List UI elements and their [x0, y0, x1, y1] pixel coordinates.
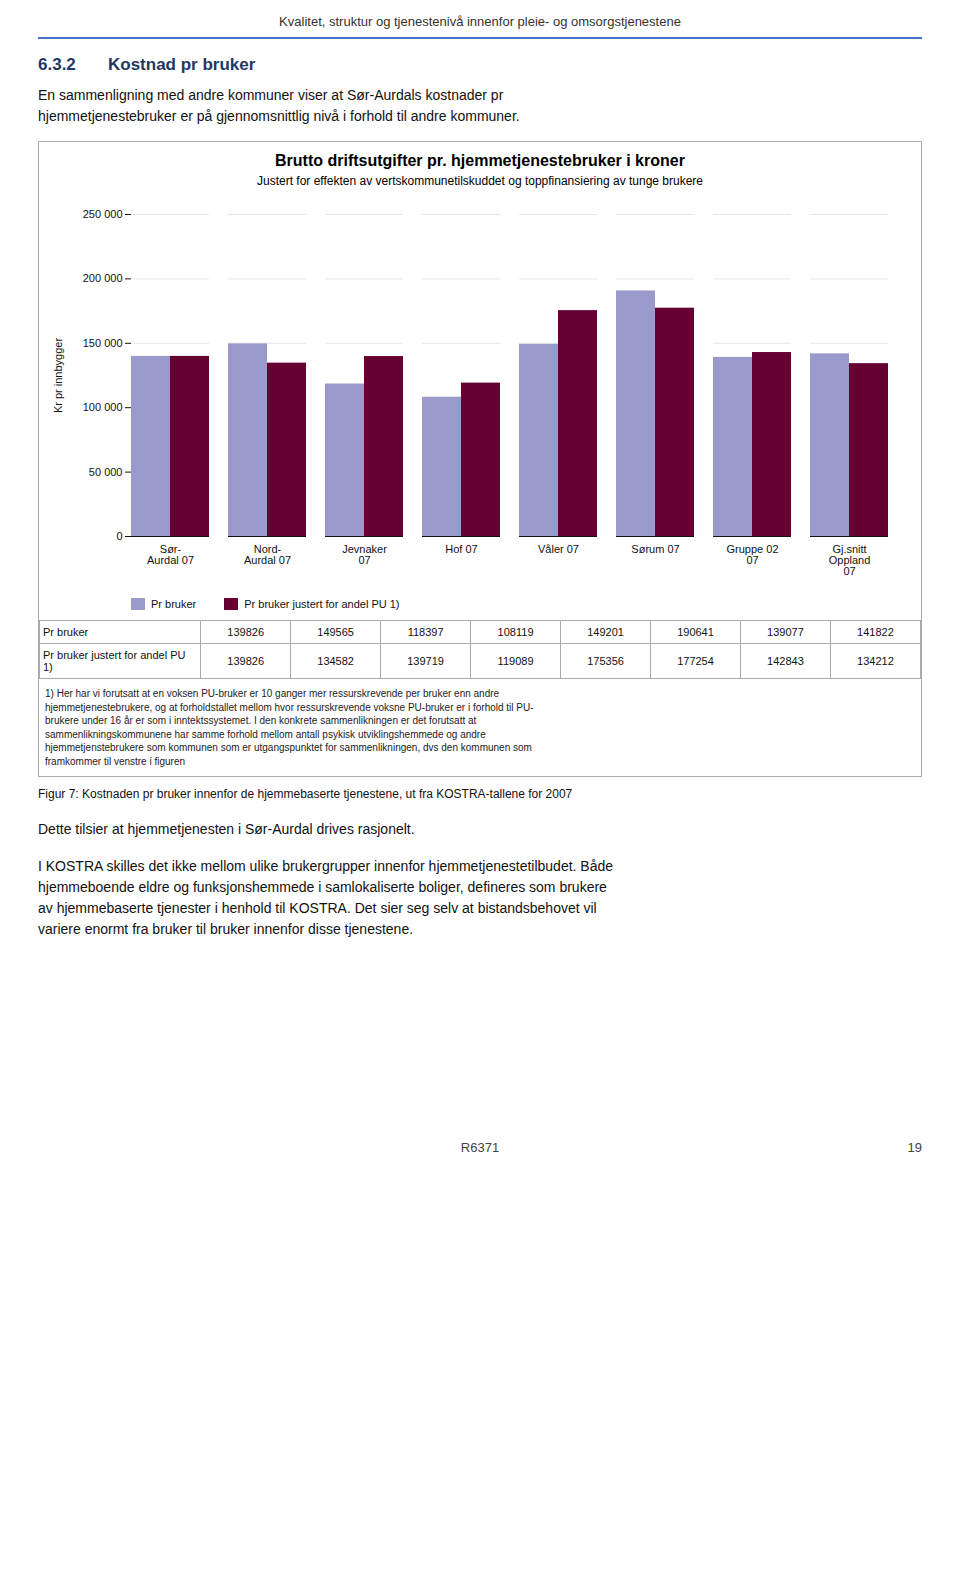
html-text:En sammenligning med andre kom: En sammenligning med andre kommuner vise…: [38, 87, 504, 103]
html-text:hjemmetjenestebrukere, og at f: hjemmetjenestebrukere, og at forholdstal…: [45, 701, 534, 713]
html-text:141822: 141822: [857, 626, 894, 638]
svg-text:Kr pr innbygger: Kr pr innbygger: [52, 338, 64, 414]
svg-text:150 000: 150 000: [83, 337, 123, 349]
html-text:108119: 108119: [497, 626, 534, 638]
svg-text:Sørum 07: Sørum 07: [631, 543, 679, 555]
html-text:Pr bruker justert for andel PU: Pr bruker justert for andel PU 1): [244, 598, 400, 610]
html-text:149201: 149201: [587, 626, 624, 638]
html-text:19: 19: [907, 1140, 922, 1155]
html-text:Kvalitet, struktur og tjeneste: Kvalitet, struktur og tjenestenivå innen…: [279, 14, 681, 29]
html-text:175356: 175356: [587, 655, 624, 667]
html-text:I KOSTRA skilles det ikke mell: I KOSTRA skilles det ikke mellom ulike b…: [38, 858, 614, 874]
html-text:6.3.2: 6.3.2: [38, 55, 76, 74]
html-text:139719: 139719: [407, 655, 444, 667]
html-text:Justert for effekten av vertsk: Justert for effekten av vertskommunetils…: [257, 174, 703, 188]
html-text:Pr bruker justert for andel PU: Pr bruker justert for andel PU 1): [43, 649, 186, 673]
svg-text:Sør-Aurdal 07: Sør-Aurdal 07: [147, 543, 194, 566]
html-text:Brutto driftsutgifter pr. hjem: Brutto driftsutgifter pr. hjemmetjeneste…: [275, 152, 685, 169]
html-text:142843: 142843: [767, 655, 804, 667]
html-text:139077: 139077: [767, 626, 804, 638]
html-text:Dette tilsier at hjemmetjenest: Dette tilsier at hjemmetjenesten i Sør-A…: [38, 821, 415, 837]
html-text:149565: 149565: [317, 626, 354, 638]
html-text:hjemmetjenestebruker er på gje: hjemmetjenestebruker er på gjennomsnittl…: [38, 108, 520, 124]
html-text:134212: 134212: [857, 655, 894, 667]
svg-text:Våler 07: Våler 07: [538, 543, 579, 555]
svg-text:Gj.snittOppland07: Gj.snittOppland07: [829, 543, 871, 577]
svg-text:Jevnaker07: Jevnaker07: [342, 543, 387, 566]
svg-text:Hof 07: Hof 07: [445, 543, 477, 555]
svg-text:200 000: 200 000: [83, 272, 123, 284]
html-text:139826: 139826: [227, 655, 264, 667]
html-text:framkommer til venstre i figur: framkommer til venstre i figuren: [45, 755, 185, 767]
html-text:118397: 118397: [407, 626, 444, 638]
html-text:av hjemmebaserte tjenester i h: av hjemmebaserte tjenester i henhold til…: [38, 900, 597, 916]
html-text:Pr bruker: Pr bruker: [151, 598, 197, 610]
html-text:Kostnad pr bruker: Kostnad pr bruker: [108, 55, 256, 74]
html-text:190641: 190641: [677, 626, 714, 638]
html-text:134582: 134582: [317, 655, 354, 667]
html-text:variere enormt fra bruker til: variere enormt fra bruker til bruker inn…: [38, 921, 414, 937]
svg-text:Gruppe 0207: Gruppe 0207: [727, 543, 779, 566]
html-text:119089: 119089: [497, 655, 534, 667]
html-text:hjemmetjenstebrukere som kommu: hjemmetjenstebrukere som kommunen som er…: [45, 742, 532, 753]
svg-text:0: 0: [116, 530, 122, 542]
html-text:Pr bruker: Pr bruker: [43, 626, 89, 638]
svg-text:Nord-Aurdal 07: Nord-Aurdal 07: [244, 543, 291, 566]
html-text:Figur 7: Kostnaden pr bruker i: Figur 7: Kostnaden pr bruker innenfor de…: [38, 787, 573, 801]
html-text:brukere under 16 år er som i i: brukere under 16 år er som i inntektssys…: [45, 715, 477, 726]
html-text:R6371: R6371: [460, 1140, 500, 1155]
html-text:177254: 177254: [677, 655, 714, 667]
svg-text:250 000: 250 000: [83, 208, 123, 220]
svg-text:50 000: 50 000: [89, 466, 123, 478]
html-text:139826: 139826: [227, 626, 264, 638]
html-text:sammenlikningskommunene har sa: sammenlikningskommunene har samme forhol…: [45, 728, 486, 740]
svg-text:100 000: 100 000: [83, 401, 123, 413]
html-text:hjemmeboende eldre og funksjon: hjemmeboende eldre og funksjonshemmede i…: [38, 879, 607, 895]
html-text:1) Her har vi forutsatt at en: 1) Her har vi forutsatt at en voksen PU-…: [45, 688, 500, 699]
